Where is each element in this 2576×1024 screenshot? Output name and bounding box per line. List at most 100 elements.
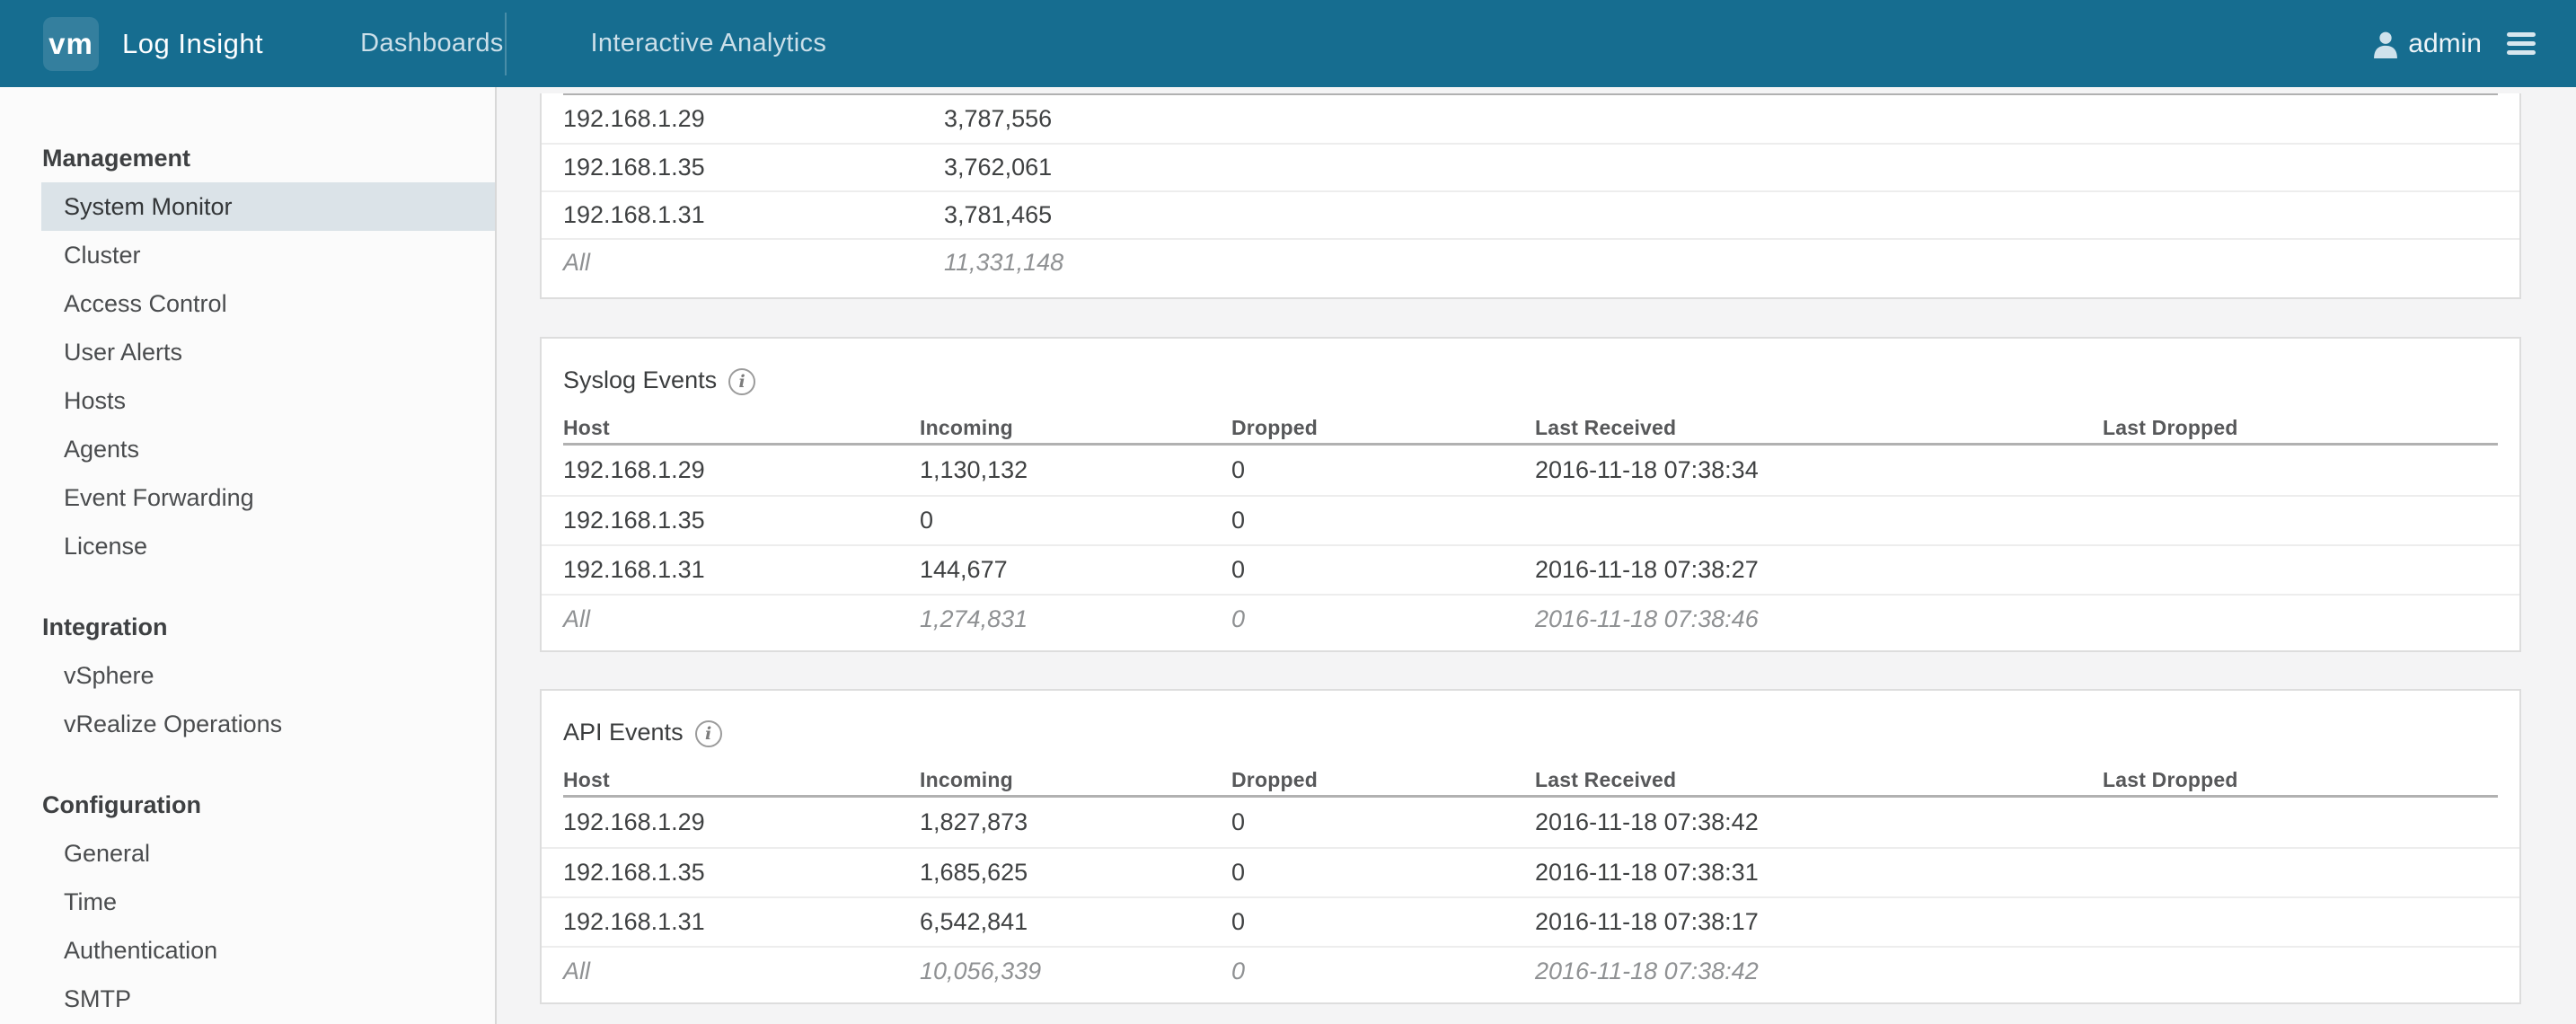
user-icon [2374,31,2398,58]
sidebar-item-smtp[interactable]: SMTP [64,985,132,1012]
vmware-logo: vm [43,16,99,71]
table-cell: 192.168.1.29 [563,808,705,835]
table-row: 192.168.1.31 6,542,841 0 2016-11-18 07:38:1… [542,896,2519,946]
table-row: 192.168.1.29 1,827,873 0 2016-11-18 07:38:4… [542,798,2519,847]
table-cell: 1,274,831 [920,605,1028,632]
table-cell: 1,130,132 [920,456,1028,483]
table-cell: 192.168.1.29 [563,105,705,132]
sidebar-item-authentication[interactable]: Authentication [64,937,218,964]
nav-tab-dashboards[interactable]: Dashboards [360,29,504,57]
table-cell: 192.168.1.35 [563,507,705,534]
table-row: 192.168.1.29 1,130,132 0 2016-11-18 07:38:3… [542,446,2519,495]
column-header-last-dropped: Last Dropped [2103,415,2238,439]
api-table: 192.168.1.29 1,827,873 0 2016-11-18 07:38:4… [542,798,2519,995]
sidebar-item-access-control[interactable]: Access Control [64,290,227,317]
table-cell: 2016-11-18 07:38:34 [1535,456,1759,483]
table-cell: 10,056,339 [920,958,1042,984]
table-cell: All [563,249,591,276]
syslog-table-header: Host Incoming Dropped Last Received Last Dro… [542,412,2519,443]
sidebar-item-time[interactable]: Time [64,888,117,915]
column-header-dropped: Dropped [1231,767,1318,791]
table-cell: 3,781,465 [944,201,1053,228]
info-icon[interactable]: i [694,719,722,747]
table-total-row: All 10,056,339 0 2016-11-18 07:38:42 [542,946,2519,995]
user-menu[interactable]: admin [2372,29,2482,59]
table-row: 192.168.1.31 144,677 0 2016-11-18 07:38:27 [542,544,2519,594]
sidebar-item-cluster[interactable]: Cluster [64,242,141,269]
table-cell: 2016-11-18 07:38:27 [1535,556,1759,583]
table-cell: 0 [920,507,934,534]
navbar-divider [505,13,507,75]
sidebar-item-vsphere[interactable]: vSphere [64,662,154,689]
username: admin [2408,28,2482,58]
column-header-incoming: Incoming [920,767,1013,791]
events-received-card: 192.168.1.29 3,787,556 192.168.1.35 3,762,0… [540,93,2521,299]
sidebar-item-vrealize-operations[interactable]: vRealize Operations [64,711,283,737]
table-row: 192.168.1.35 0 0 [542,495,2519,544]
table-row: 192.168.1.31 3,781,465 [542,190,2519,238]
main-content: 192.168.1.29 3,787,556 192.168.1.35 3,762,0… [497,87,2576,1024]
table-cell: 3,762,061 [944,154,1053,181]
table-cell: 2016-11-18 07:38:42 [1535,958,1759,984]
column-header-last-received: Last Received [1535,767,1677,791]
syslog-table: 192.168.1.29 1,130,132 0 2016-11-18 07:38:3… [542,446,2519,643]
table-cell: 6,542,841 [920,908,1028,935]
column-header-last-received: Last Received [1535,415,1677,439]
table-cell: All [563,958,591,984]
table-cell: 2016-11-18 07:38:31 [1535,859,1759,886]
syslog-card-title: Syslog Events [563,366,718,393]
table-cell: 192.168.1.29 [563,456,705,483]
table-cell: 2016-11-18 07:38:42 [1535,808,1759,835]
table-cell: 0 [1231,556,1246,583]
table-cell: 192.168.1.31 [563,556,705,583]
table-header-rule [563,443,2498,446]
sidebar-section-title-management: Management [42,145,191,172]
vmware-logo-text: vm [49,26,93,60]
table-cell: 1,827,873 [920,808,1028,835]
table-cell: 0 [1231,908,1246,935]
table-cell: 192.168.1.35 [563,859,705,886]
table-cell: 0 [1231,859,1246,886]
hamburger-menu-icon[interactable] [2507,29,2536,58]
table-row: 192.168.1.35 3,762,061 [542,143,2519,190]
events-received-table: 192.168.1.29 3,787,556 192.168.1.35 3,762,0… [542,95,2519,286]
table-cell: 192.168.1.31 [563,908,705,935]
sidebar-item-agents[interactable]: Agents [64,436,140,463]
table-cell: 144,677 [920,556,1008,583]
sidebar-section-title-integration: Integration [42,614,168,640]
table-header-rule [563,795,2498,798]
column-header-host: Host [563,415,610,439]
column-header-last-dropped: Last Dropped [2103,767,2238,791]
product-title: Log Insight [122,27,264,59]
card-title-row: Syslog Events i [542,339,2519,398]
table-cell: 2016-11-18 07:38:17 [1535,908,1759,935]
sidebar-item-license[interactable]: License [64,533,148,560]
table-row: 192.168.1.29 3,787,556 [542,95,2519,143]
table-cell: 0 [1231,958,1246,984]
table-cell: 192.168.1.35 [563,154,705,181]
sidebar-section-title-configuration: Configuration [42,791,201,818]
page-shell: Management System Monitor Cluster Access Co… [0,87,2576,1024]
table-cell: 0 [1231,507,1246,534]
sidebar-item-hosts[interactable]: Hosts [64,387,127,414]
column-header-dropped: Dropped [1231,415,1318,439]
table-cell: 3,787,556 [944,105,1053,132]
table-header-rule [563,93,2498,95]
table-total-row: All 11,331,148 [542,238,2519,286]
table-row: 192.168.1.35 1,685,625 0 2016-11-18 07:38:3… [542,847,2519,896]
table-cell: 2016-11-18 07:38:46 [1535,605,1759,632]
sidebar-item-general[interactable]: General [64,840,151,867]
syslog-events-card: Syslog Events i Host Incoming Dropped Last … [540,337,2521,652]
table-cell: 192.168.1.31 [563,201,705,228]
info-icon[interactable]: i [728,367,756,395]
column-header-incoming: Incoming [920,415,1013,439]
table-cell: 1,685,625 [920,859,1028,886]
api-events-card: API Events i Host Incoming Dropped Last Rec… [540,689,2521,1004]
table-cell: 0 [1231,605,1246,632]
sidebar-item-system-monitor[interactable]: System Monitor [41,182,495,231]
sidebar-item-event-forwarding[interactable]: Event Forwarding [64,484,254,511]
table-cell: 0 [1231,456,1246,483]
sidebar-item-user-alerts[interactable]: User Alerts [64,339,183,366]
primary-nav: Dashboards Interactive Analytics [360,29,826,58]
nav-tab-interactive-analytics[interactable]: Interactive Analytics [590,29,827,57]
